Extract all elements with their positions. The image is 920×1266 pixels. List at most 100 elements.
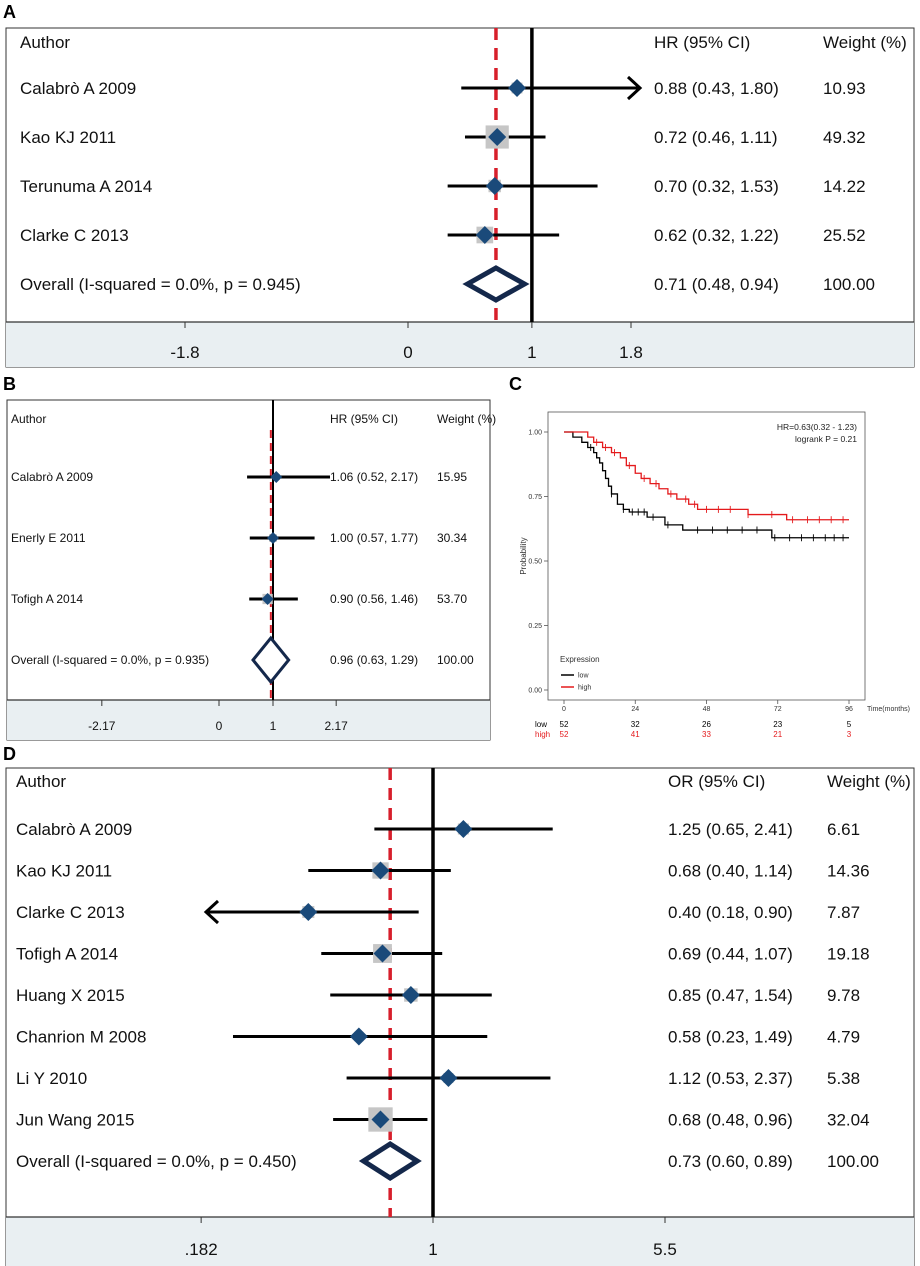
study-label: Calabrò A 2009 xyxy=(20,79,136,98)
study-ci-text: 0.40 (0.18, 0.90) xyxy=(668,903,793,922)
study-weight: 14.22 xyxy=(823,177,866,196)
study-weight: 10.93 xyxy=(823,79,866,98)
km-x-tick-label: 24 xyxy=(631,706,639,713)
overall-diamond xyxy=(358,1141,422,1181)
forest-plot-a: Author HR (95% CI) Weight (%) Calabrò A 200… xyxy=(5,27,915,368)
km-risk-count: 5 xyxy=(847,720,852,729)
study-label: Kao KJ 2011 xyxy=(20,128,116,147)
point-estimate-marker xyxy=(270,471,283,483)
study-ci-text: 0.88 (0.43, 1.80) xyxy=(654,79,779,98)
study-ci-text: 0.62 (0.32, 1.22) xyxy=(654,226,779,245)
header-author: Author xyxy=(11,412,46,426)
panel-label-c: C xyxy=(509,374,522,394)
km-risk-count: 23 xyxy=(773,720,782,729)
km-risk-count: 33 xyxy=(702,730,711,739)
point-estimate-marker xyxy=(349,1027,368,1046)
study-label: Jun Wang 2015 xyxy=(16,1110,134,1129)
km-legend-label-low: low xyxy=(578,673,589,680)
axis-tick-label: 5.5 xyxy=(653,1240,677,1259)
study-ci-text: 0.90 (0.56, 1.46) xyxy=(330,592,418,606)
overall-label: Overall (I-squared = 0.0%, p = 0.450) xyxy=(16,1152,297,1171)
point-estimate-marker xyxy=(401,986,420,1004)
study-label: Kao KJ 2011 xyxy=(16,861,112,880)
study-label: Calabrò A 2009 xyxy=(11,470,93,484)
study-weight: 53.70 xyxy=(437,592,467,606)
study-ci-text: 1.00 (0.57, 1.77) xyxy=(330,531,418,545)
km-legend-label-high: high xyxy=(578,685,591,692)
axis-tick-label: 0 xyxy=(403,343,412,362)
axis-tick-label: 1 xyxy=(270,719,277,733)
panel-label-a: A xyxy=(3,2,16,22)
km-logrank-annotation: logrank P = 0.21 xyxy=(795,434,857,444)
km-plot-c: 0.00 0.25 0.50 0.75 1.00 0 24 48 72 96 Time(months… xyxy=(519,411,910,739)
km-hr-annotation: HR=0.63(0.32 - 1.23) xyxy=(777,422,857,432)
study-label: Chanrion M 2008 xyxy=(16,1027,146,1046)
study-label: Clarke C 2013 xyxy=(20,226,129,245)
overall-label: Overall (I-squared = 0.0%, p = 0.945) xyxy=(20,275,301,294)
study-ci-text: 0.70 (0.32, 1.53) xyxy=(654,177,779,196)
axis-tick-label: 1 xyxy=(428,1240,437,1259)
km-plot-area xyxy=(547,411,866,701)
forest-plot-d: Author OR (95% CI) Weight (%) Calabrò A 200… xyxy=(5,767,915,1266)
axis-tick-label: 2.17 xyxy=(325,719,349,733)
header-effect: OR (95% CI) xyxy=(668,772,765,791)
study-ci-text: 1.25 (0.65, 2.41) xyxy=(668,820,793,839)
point-estimate-marker xyxy=(373,944,392,963)
km-risk-count: 41 xyxy=(631,730,640,739)
overall-weight: 100.00 xyxy=(823,275,875,294)
study-ci-text: 0.72 (0.46, 1.11) xyxy=(654,128,778,147)
study-label: Clarke C 2013 xyxy=(16,903,125,922)
km-x-tick-label: 0 xyxy=(562,706,566,713)
point-estimate-marker xyxy=(508,79,527,97)
axis-tick-label: 0 xyxy=(216,719,223,733)
header-author: Author xyxy=(16,772,66,791)
axis-band xyxy=(6,322,914,367)
study-weight: 32.04 xyxy=(827,1110,870,1129)
point-estimate-marker xyxy=(267,532,279,544)
study-label: Tofigh A 2014 xyxy=(16,944,118,963)
overall-weight: 100.00 xyxy=(437,653,474,667)
axis-band xyxy=(7,700,490,740)
study-label: Calabrò A 2009 xyxy=(16,820,132,839)
overall-weight: 100.00 xyxy=(827,1152,879,1171)
overall-diamond xyxy=(462,265,530,303)
study-ci-text: 0.68 (0.40, 1.14) xyxy=(668,861,793,880)
point-estimate-marker xyxy=(371,1110,390,1129)
km-x-tick-label: 48 xyxy=(703,706,711,713)
study-ci-text: 0.69 (0.44, 1.07) xyxy=(668,944,793,963)
study-weight: 5.38 xyxy=(827,1069,860,1088)
km-x-tick-label: 72 xyxy=(774,706,782,713)
ci-arrow-left xyxy=(203,899,220,925)
study-weight: 19.18 xyxy=(827,944,870,963)
header-weight: Weight (%) xyxy=(437,412,496,426)
ci-arrow-right xyxy=(626,75,643,101)
km-risk-count: 3 xyxy=(847,730,852,739)
study-weight: 6.61 xyxy=(827,820,860,839)
study-ci-text: 0.68 (0.48, 0.96) xyxy=(668,1110,793,1129)
point-estimate-marker xyxy=(439,1069,458,1087)
point-estimate-marker xyxy=(371,861,390,880)
axis-tick-label: 1.8 xyxy=(619,343,643,362)
plot-frame xyxy=(6,399,491,741)
plot-frame xyxy=(5,767,915,1266)
forest-plot-b: Author HR (95% CI) Weight (%) Calabrò A 200… xyxy=(6,399,496,741)
km-risk-count: 32 xyxy=(631,720,640,729)
study-weight: 7.87 xyxy=(827,903,860,922)
km-y-tick-label: 0.75 xyxy=(528,494,542,501)
axis-tick-label: 1 xyxy=(527,343,536,362)
point-estimate-marker xyxy=(488,128,507,146)
panel-label-b: B xyxy=(3,374,16,394)
panel-label-d: D xyxy=(3,744,16,764)
axis-band xyxy=(6,1217,914,1266)
overall-ci-text: 0.73 (0.60, 0.89) xyxy=(668,1152,793,1171)
point-estimate-marker xyxy=(261,593,274,605)
km-risk-label-low: low xyxy=(535,720,547,729)
header-author: Author xyxy=(20,33,70,52)
study-label: Li Y 2010 xyxy=(16,1069,87,1088)
study-ci-text: 1.12 (0.53, 2.37) xyxy=(668,1069,793,1088)
study-label: Enerly E 2011 xyxy=(11,531,86,545)
overall-ci-text: 0.96 (0.63, 1.29) xyxy=(330,653,418,667)
axis-tick-label: -2.17 xyxy=(88,719,116,733)
study-weight: 9.78 xyxy=(827,986,860,1005)
